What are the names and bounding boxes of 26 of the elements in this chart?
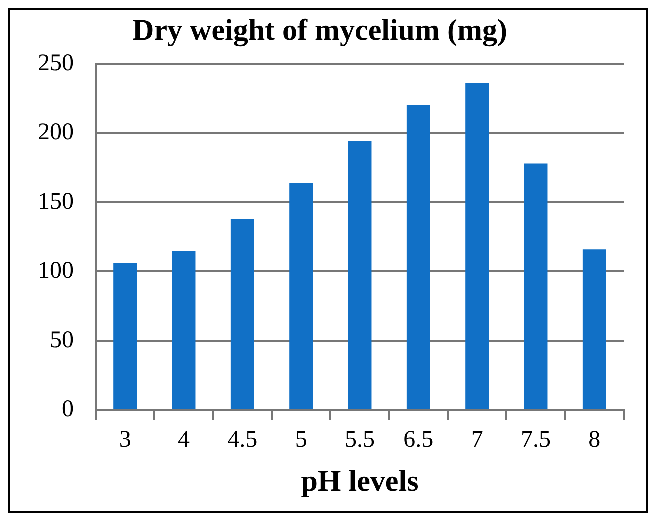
y-tick-label: 0 — [62, 396, 74, 422]
y-tick-label: 100 — [38, 258, 74, 284]
x-tick-label: 8 — [588, 426, 601, 453]
x-tick-label: 4 — [178, 426, 190, 453]
y-tick-label: 250 — [38, 50, 74, 76]
y-tick-label: 200 — [38, 120, 74, 146]
bar — [524, 164, 548, 410]
bar — [348, 142, 372, 410]
x-tick-label: 5.5 — [345, 426, 375, 453]
bar — [406, 106, 430, 410]
bar — [230, 219, 254, 410]
x-tick-label: 6.5 — [404, 426, 434, 453]
bar — [290, 183, 314, 410]
y-tick-label: 150 — [38, 188, 74, 215]
bar — [582, 250, 606, 410]
x-tick-label: 4.5 — [228, 426, 258, 453]
x-tick-label: 5 — [295, 426, 308, 453]
chart-title: Dry weight of mycelium (mg) — [132, 14, 508, 47]
bar — [114, 263, 138, 410]
y-tick-label: 50 — [50, 327, 74, 354]
x-tick-label: 3 — [119, 426, 132, 453]
x-axis-title: pH levels — [301, 464, 419, 498]
x-tick-label: 7 — [471, 426, 484, 453]
x-tick-label: 7.5 — [521, 426, 551, 453]
bar — [466, 83, 490, 410]
bar — [172, 250, 196, 410]
